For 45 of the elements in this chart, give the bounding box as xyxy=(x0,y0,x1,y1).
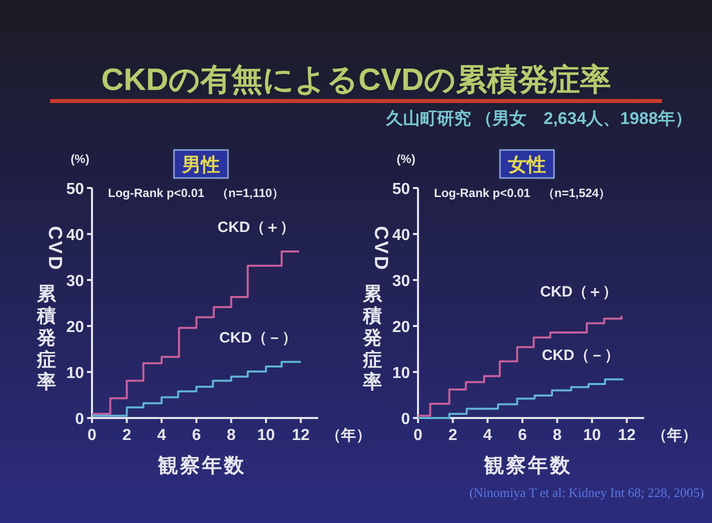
x-tick-label: 0 xyxy=(414,427,423,444)
x-tick-label: 6 xyxy=(518,427,527,444)
series-label: CKD（＋） xyxy=(540,284,618,301)
x-tick-label: 2 xyxy=(448,427,458,444)
annotation: Log-Rank p<0.01 （n=1,110） xyxy=(108,186,284,200)
text: （年） xyxy=(652,427,698,444)
y-tick-label: 20 xyxy=(66,319,84,336)
x-tick-label: 2 xyxy=(122,427,132,444)
y-tick-label: 10 xyxy=(66,365,84,382)
x-tick-label: 8 xyxy=(552,427,562,444)
x-tick-label: 4 xyxy=(157,427,166,444)
x-tick-label: 4 xyxy=(483,427,492,444)
x-tick-label: 12 xyxy=(618,427,636,444)
x-axis-title: 観察年数 xyxy=(157,454,246,477)
x-tick-label: 8 xyxy=(226,427,236,444)
y-tick-label: 10 xyxy=(392,365,410,382)
y-tick-label: 40 xyxy=(392,227,410,244)
y-tick-label: 20 xyxy=(392,319,410,336)
x-tick-label: 12 xyxy=(292,427,310,444)
series-label: CKD（－） xyxy=(542,347,620,364)
x-tick-label: 10 xyxy=(583,427,601,444)
text: 男性 xyxy=(181,155,220,176)
text: （年） xyxy=(326,427,372,444)
x-tick-label: 10 xyxy=(257,427,275,444)
text: (%) xyxy=(70,152,90,166)
y-tick-label: 30 xyxy=(392,273,410,290)
text: 女性 xyxy=(507,155,546,176)
chart-subtitle: 久山町研究 （男女 2,634人、1988年） xyxy=(384,109,692,128)
y-tick-label: 50 xyxy=(392,181,410,198)
x-tick-label: 6 xyxy=(192,427,201,444)
text: (%) xyxy=(396,152,416,166)
series-label: CKD（－） xyxy=(219,330,297,347)
chart-title: CKDの有無によるCVDの累積発症率 xyxy=(101,62,611,97)
series-label: CKD（＋） xyxy=(218,219,296,236)
x-tick-label: 0 xyxy=(88,427,97,444)
y-tick-label: 40 xyxy=(66,227,84,244)
y-tick-label: 30 xyxy=(66,273,84,290)
y-tick-label: 50 xyxy=(66,181,84,198)
y-tick-label: 0 xyxy=(75,411,84,428)
text: (Ninomiya T et al: Kidney Int 68; 228, 2005) xyxy=(469,485,704,500)
y-axis-title: CVD 累積発症率 xyxy=(36,226,65,393)
y-axis-title: CVD 累積発症率 xyxy=(362,226,391,393)
annotation: Log-Rank p<0.01 （n=1,524） xyxy=(434,186,611,200)
y-tick-label: 0 xyxy=(401,411,410,428)
x-axis-title: 観察年数 xyxy=(483,454,572,477)
